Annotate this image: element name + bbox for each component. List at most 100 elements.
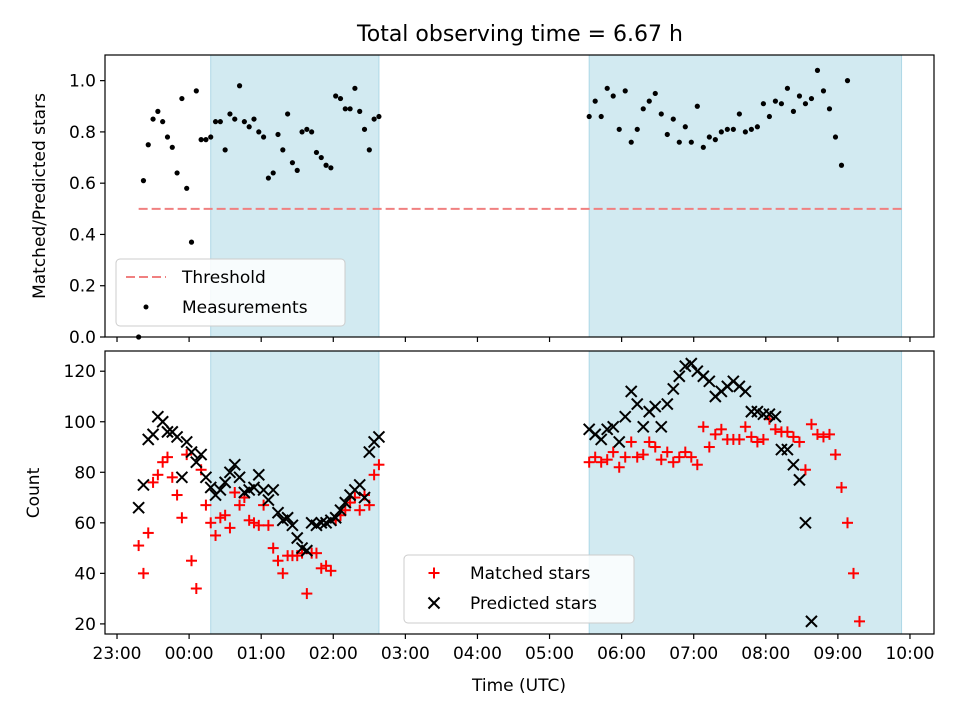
marker-stroke [185, 445, 198, 459]
marker-stroke [763, 407, 776, 421]
measurement-point [289, 160, 296, 166]
marker-stroke [146, 428, 160, 441]
top-x-ticks [116, 337, 911, 342]
measurement-point [227, 111, 233, 117]
measurement-point [251, 116, 257, 122]
predicted-star-point [673, 370, 686, 383]
measurement-point [222, 147, 228, 153]
matched-star-point [595, 456, 607, 468]
x-tick-label: 10:00 [885, 644, 934, 664]
measurement-point [808, 95, 815, 102]
marker-stroke [137, 478, 150, 492]
measurement-point [604, 85, 610, 91]
measurement-point [357, 108, 363, 114]
marker-stroke [194, 448, 208, 461]
marker-stroke [161, 425, 174, 439]
matched-star-point [320, 560, 332, 572]
marker-stroke [781, 443, 794, 456]
matched-star-point [751, 436, 763, 448]
predicted-star-point [793, 473, 806, 487]
matched-star-point [817, 431, 829, 443]
predicted-star-point [781, 443, 794, 456]
measurement-point [682, 124, 688, 130]
predicted-star-point [190, 455, 203, 469]
predicted-star-point [175, 471, 189, 484]
marker-stroke [619, 410, 632, 423]
matched-star-point [715, 423, 727, 435]
matched-star-point [166, 471, 178, 483]
x-tick-label: 06:00 [597, 644, 646, 664]
y-tick-label: 0.8 [69, 123, 96, 143]
x-tick-label: 03:00 [381, 644, 430, 664]
matched-star-point [224, 522, 236, 534]
measurement-point [760, 101, 766, 107]
marker-stroke [793, 473, 806, 487]
top-shaded-regions [210, 54, 903, 338]
legend-predicted-label: Predicted stars [470, 594, 597, 614]
marker-stroke [305, 516, 318, 530]
predicted-star-point [137, 478, 150, 492]
measurement-point [309, 129, 315, 135]
measurement-point [150, 116, 156, 122]
predicted-star-point [257, 483, 270, 497]
matched-star-point [147, 476, 159, 488]
bottom-y-axis: 20 40 60 80 100 120 [64, 362, 105, 635]
measurement-point [184, 185, 190, 191]
measurement-point [333, 93, 339, 99]
chart-title: Total observing time = 6.67 h [356, 22, 683, 47]
marker-stroke [649, 400, 662, 413]
measurement-point [208, 134, 214, 140]
matched-star-point [267, 542, 279, 554]
measurement-point [778, 101, 785, 107]
measurement-point [366, 147, 372, 153]
predicted-star-point [667, 382, 680, 396]
marker-stroke [252, 468, 265, 482]
matched-star-point [248, 517, 260, 529]
top-y-axis-label: Matched/Predicted stars [30, 93, 50, 299]
measurement-point [270, 170, 276, 176]
measurement-point [610, 93, 616, 99]
matched-star-point [210, 529, 222, 541]
matched-star-point [229, 487, 241, 498]
matched-star-point [601, 454, 613, 466]
measurement-point [688, 139, 694, 145]
x-tick-label: 07:00 [669, 644, 718, 664]
matched-star-point [679, 446, 691, 458]
measurement-point [155, 108, 161, 114]
y-tick-label: 1.0 [69, 72, 96, 92]
matched-star-point [667, 456, 679, 468]
measurement-point [586, 113, 592, 120]
measurement-point [246, 124, 252, 130]
predicted-star-point [228, 458, 241, 471]
matched-star-point [219, 509, 231, 521]
predicted-star-point [631, 397, 644, 411]
matched-star-point [841, 517, 853, 529]
measurement-point [742, 129, 748, 135]
x-tick-label: 02:00 [309, 644, 358, 664]
measurement-point [236, 83, 243, 89]
predicted-star-point [170, 430, 184, 444]
measurement-point [323, 162, 329, 168]
bottom-axes-frame [104, 350, 935, 635]
predicted-star-point [363, 445, 376, 459]
marker-stroke [607, 420, 620, 434]
measurement-point [203, 137, 209, 143]
marker-stroke [223, 466, 237, 479]
y-tick-label: 100 [64, 413, 96, 433]
predicted-star-point [161, 425, 174, 439]
measurement-point [179, 95, 185, 102]
predicted-star-point [185, 445, 198, 459]
predicted-star-point [594, 433, 608, 446]
marker-stroke [739, 385, 752, 398]
matched-star-point [253, 519, 265, 531]
marker-stroke [295, 541, 309, 555]
bottom-legend: Matched stars Predicted stars [403, 554, 635, 624]
matched-star-point [703, 441, 715, 453]
marker-stroke [613, 435, 626, 449]
predicted-star-point [286, 519, 299, 532]
marker-stroke [733, 380, 746, 393]
matched-stars-points [133, 413, 866, 627]
measurement-point [694, 103, 700, 109]
predicted-star-point [204, 481, 217, 494]
measurement-point [371, 116, 377, 122]
